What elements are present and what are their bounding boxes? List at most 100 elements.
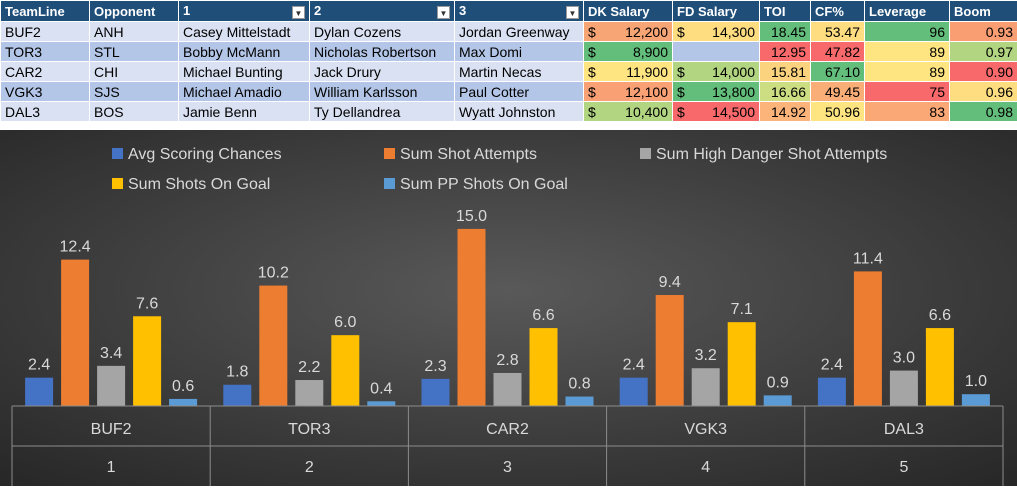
bar-BUF2-series-1 [61,260,89,406]
cell-fd[interactable]: $14,000 [673,62,760,82]
data-label: 2.4 [28,357,50,374]
cell-leverage[interactable]: 83 [865,102,950,122]
cell-dk[interactable]: $12,200 [584,22,673,42]
cell-opponent[interactable]: SJS [90,82,179,102]
cell-fd[interactable]: $13,800 [673,82,760,102]
cell-dk[interactable]: $8,900 [584,42,673,62]
cell-teamline[interactable]: TOR3 [1,42,90,62]
cell-cf[interactable]: 67.10 [811,62,865,82]
cell-p3[interactable]: Wyatt Johnston [455,102,584,122]
data-label: 6.0 [334,314,356,331]
cell-teamline[interactable]: BUF2 [1,22,90,42]
cell-boom[interactable]: 0.93 [950,22,1017,42]
cell-teamline[interactable]: CAR2 [1,62,90,82]
cell-p2[interactable]: Dylan Cozens [310,22,455,42]
cell-p2[interactable]: Nicholas Robertson [310,42,455,62]
cell-cf[interactable]: 53.47 [811,22,865,42]
category-label: DAL3 [884,421,924,438]
cell-p3[interactable]: Jordan Greenway [455,22,584,42]
cell-fd[interactable] [673,42,760,62]
cell-p1[interactable]: Bobby McMann [179,42,310,62]
legend-label-2: Sum High Danger Shot Attempts [656,146,887,163]
cell-p3[interactable]: Martin Necas [455,62,584,82]
bar-CAR2-series-1 [458,229,486,406]
column-header-6: FD Salary [673,1,760,22]
category-label: TOR3 [288,421,330,438]
cell-leverage[interactable]: 96 [865,22,950,42]
cell-p2[interactable]: Ty Dellandrea [310,102,455,122]
cell-toi[interactable]: 18.45 [760,22,811,42]
cell-p1[interactable]: Michael Amadio [179,82,310,102]
legend-swatch-0 [112,148,123,159]
cell-opponent[interactable]: BOS [90,102,179,122]
cell-teamline[interactable]: VGK3 [1,82,90,102]
cell-toi[interactable]: 15.81 [760,62,811,82]
cell-cf[interactable]: 47.82 [811,42,865,62]
cell-dk[interactable]: $12,100 [584,82,673,102]
cell-fd[interactable]: $14,500 [673,102,760,122]
cell-leverage[interactable]: 75 [865,82,950,102]
data-label: 3.4 [100,345,122,362]
category-label: VGK3 [684,421,727,438]
cell-opponent[interactable]: ANH [90,22,179,42]
cell-p3[interactable]: Paul Cotter [455,82,584,102]
bar-CAR2-series-2 [494,373,522,406]
category-index-label: 2 [305,459,314,476]
cell-cf[interactable]: 50.96 [811,102,865,122]
cell-dk[interactable]: $11,900 [584,62,673,82]
cell-p1[interactable]: Michael Bunting [179,62,310,82]
cell-dk[interactable]: $10,400 [584,102,673,122]
cell-boom[interactable]: 0.98 [950,102,1017,122]
cell-toi[interactable]: 16.66 [760,82,811,102]
filter-dropdown-icon[interactable]: ▼ [437,6,450,19]
currency-symbol: $ [588,84,596,100]
cell-leverage[interactable]: 89 [865,42,950,62]
data-label: 3.2 [695,347,717,364]
bar-VGK3-series-2 [692,368,720,406]
cell-opponent[interactable]: STL [90,42,179,62]
data-label: 7.1 [731,301,753,318]
legend-label-4: Sum PP Shots On Goal [400,176,568,193]
filter-dropdown-icon[interactable]: ▼ [566,6,579,19]
column-header-1: Opponent [90,1,179,22]
cell-teamline[interactable]: DAL3 [1,102,90,122]
filter-dropdown-icon[interactable]: ▼ [292,6,305,19]
cell-boom[interactable]: 0.97 [950,42,1017,62]
bar-TOR3-series-4 [367,401,395,406]
bar-BUF2-series-0 [25,378,53,406]
cell-boom[interactable]: 0.96 [950,82,1017,102]
bar-DAL3-series-0 [818,378,846,406]
bar-VGK3-series-1 [656,295,684,406]
data-label: 6.6 [532,307,554,324]
cell-p1[interactable]: Jamie Benn [179,102,310,122]
cell-p3[interactable]: Max Domi [455,42,584,62]
data-label: 0.9 [767,374,789,391]
column-header-9: Leverage [865,1,950,22]
cell-toi[interactable]: 14.92 [760,102,811,122]
column-header-2: 1▼ [179,1,310,22]
cell-cf[interactable]: 49.45 [811,82,865,102]
currency-symbol: $ [677,104,685,120]
cell-fd[interactable]: $14,300 [673,22,760,42]
bar-CAR2-series-3 [530,328,558,406]
legend-swatch-2 [640,148,651,159]
data-label: 0.8 [568,376,590,393]
bar-VGK3-series-3 [728,322,756,406]
cell-opponent[interactable]: CHI [90,62,179,82]
cell-toi[interactable]: 12.95 [760,42,811,62]
cell-boom[interactable]: 0.90 [950,62,1017,82]
cell-p1[interactable]: Casey Mittelstadt [179,22,310,42]
cell-leverage[interactable]: 89 [865,62,950,82]
category-label: CAR2 [486,421,529,438]
bar-DAL3-series-4 [962,394,990,406]
cell-p2[interactable]: William Karlsson [310,82,455,102]
data-label: 6.6 [929,307,951,324]
cell-p2[interactable]: Jack Drury [310,62,455,82]
data-label: 7.6 [136,295,158,312]
legend-label-3: Sum Shots On Goal [128,176,270,193]
currency-symbol: $ [677,84,685,100]
